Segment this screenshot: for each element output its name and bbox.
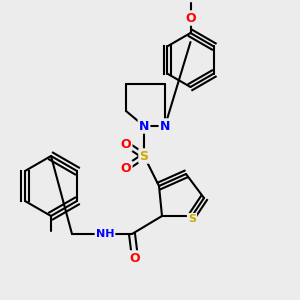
Text: O: O <box>130 251 140 265</box>
Text: O: O <box>185 11 196 25</box>
Text: NH: NH <box>96 229 114 239</box>
Text: S: S <box>140 149 148 163</box>
Text: O: O <box>121 161 131 175</box>
Text: N: N <box>160 119 170 133</box>
Text: O: O <box>121 137 131 151</box>
Text: S: S <box>188 214 196 224</box>
Text: N: N <box>139 119 149 133</box>
